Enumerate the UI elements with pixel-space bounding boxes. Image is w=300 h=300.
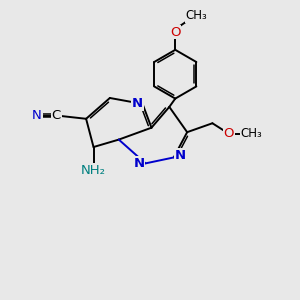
Text: N: N (175, 148, 186, 162)
Text: C: C (52, 109, 61, 122)
Text: N: N (32, 109, 42, 122)
Text: O: O (170, 26, 181, 38)
Text: CH₃: CH₃ (186, 9, 208, 22)
Text: N: N (134, 157, 145, 170)
Text: NH₂: NH₂ (81, 164, 106, 177)
Text: CH₃: CH₃ (241, 127, 262, 140)
Text: O: O (224, 127, 234, 140)
Text: N: N (132, 98, 143, 110)
